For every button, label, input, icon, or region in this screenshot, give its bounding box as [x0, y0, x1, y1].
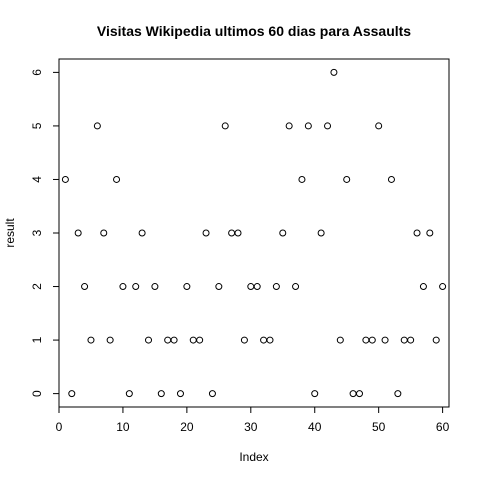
data-point	[401, 337, 407, 343]
data-point	[126, 391, 132, 397]
data-point	[350, 391, 356, 397]
data-point	[216, 284, 222, 290]
data-point	[171, 337, 177, 343]
data-points	[62, 69, 445, 396]
data-point	[209, 391, 215, 397]
x-tick-label: 30	[244, 420, 258, 434]
plot-frame	[59, 59, 449, 407]
y-tick-label: 5	[30, 122, 44, 129]
data-point	[440, 284, 446, 290]
data-point	[254, 284, 260, 290]
data-point	[414, 230, 420, 236]
data-point	[280, 230, 286, 236]
data-point	[376, 123, 382, 129]
data-point	[261, 337, 267, 343]
data-point	[114, 176, 120, 182]
x-tick-label: 50	[372, 420, 386, 434]
chart-title: Visitas Wikipedia ultimos 60 dias para A…	[97, 23, 411, 39]
y-axis-label: result	[3, 218, 17, 248]
x-tick-label: 40	[308, 420, 322, 434]
data-point	[325, 123, 331, 129]
y-axis: 0 1 2 3 4 5 6	[30, 69, 59, 397]
data-point	[267, 337, 273, 343]
data-point	[241, 337, 247, 343]
data-point	[62, 176, 68, 182]
data-point	[88, 337, 94, 343]
data-point	[299, 176, 305, 182]
y-tick-label: 2	[30, 283, 44, 290]
x-tick-label: 0	[56, 420, 63, 434]
data-point	[69, 391, 75, 397]
y-tick-label: 6	[30, 69, 44, 76]
data-point	[190, 337, 196, 343]
x-axis: 0 10 20 30 40 50 60	[56, 407, 450, 434]
x-tick-label: 20	[180, 420, 194, 434]
x-tick-label: 10	[116, 420, 130, 434]
data-point	[235, 230, 241, 236]
data-point	[363, 337, 369, 343]
data-point	[82, 284, 88, 290]
y-tick-label: 4	[30, 176, 44, 183]
data-point	[331, 69, 337, 75]
data-point	[177, 391, 183, 397]
data-point	[273, 284, 279, 290]
data-point	[395, 391, 401, 397]
data-point	[344, 176, 350, 182]
data-point	[229, 230, 235, 236]
x-axis-label: Index	[239, 450, 268, 464]
y-tick-label: 3	[30, 229, 44, 236]
data-point	[146, 337, 152, 343]
data-point	[356, 391, 362, 397]
x-tick-label: 60	[436, 420, 450, 434]
data-point	[139, 230, 145, 236]
data-point	[101, 230, 107, 236]
data-point	[408, 337, 414, 343]
data-point	[158, 391, 164, 397]
data-point	[305, 123, 311, 129]
data-point	[318, 230, 324, 236]
data-point	[222, 123, 228, 129]
y-tick-label: 0	[30, 390, 44, 397]
data-point	[382, 337, 388, 343]
data-point	[427, 230, 433, 236]
data-point	[433, 337, 439, 343]
data-point	[293, 284, 299, 290]
data-point	[165, 337, 171, 343]
data-point	[197, 337, 203, 343]
y-tick-label: 1	[30, 336, 44, 343]
data-point	[286, 123, 292, 129]
data-point	[184, 284, 190, 290]
data-point	[420, 284, 426, 290]
data-point	[337, 337, 343, 343]
data-point	[107, 337, 113, 343]
data-point	[369, 337, 375, 343]
data-point	[312, 391, 318, 397]
data-point	[94, 123, 100, 129]
data-point	[75, 230, 81, 236]
data-point	[203, 230, 209, 236]
data-point	[388, 176, 394, 182]
data-point	[152, 284, 158, 290]
data-point	[133, 284, 139, 290]
data-point	[248, 284, 254, 290]
data-point	[120, 284, 126, 290]
